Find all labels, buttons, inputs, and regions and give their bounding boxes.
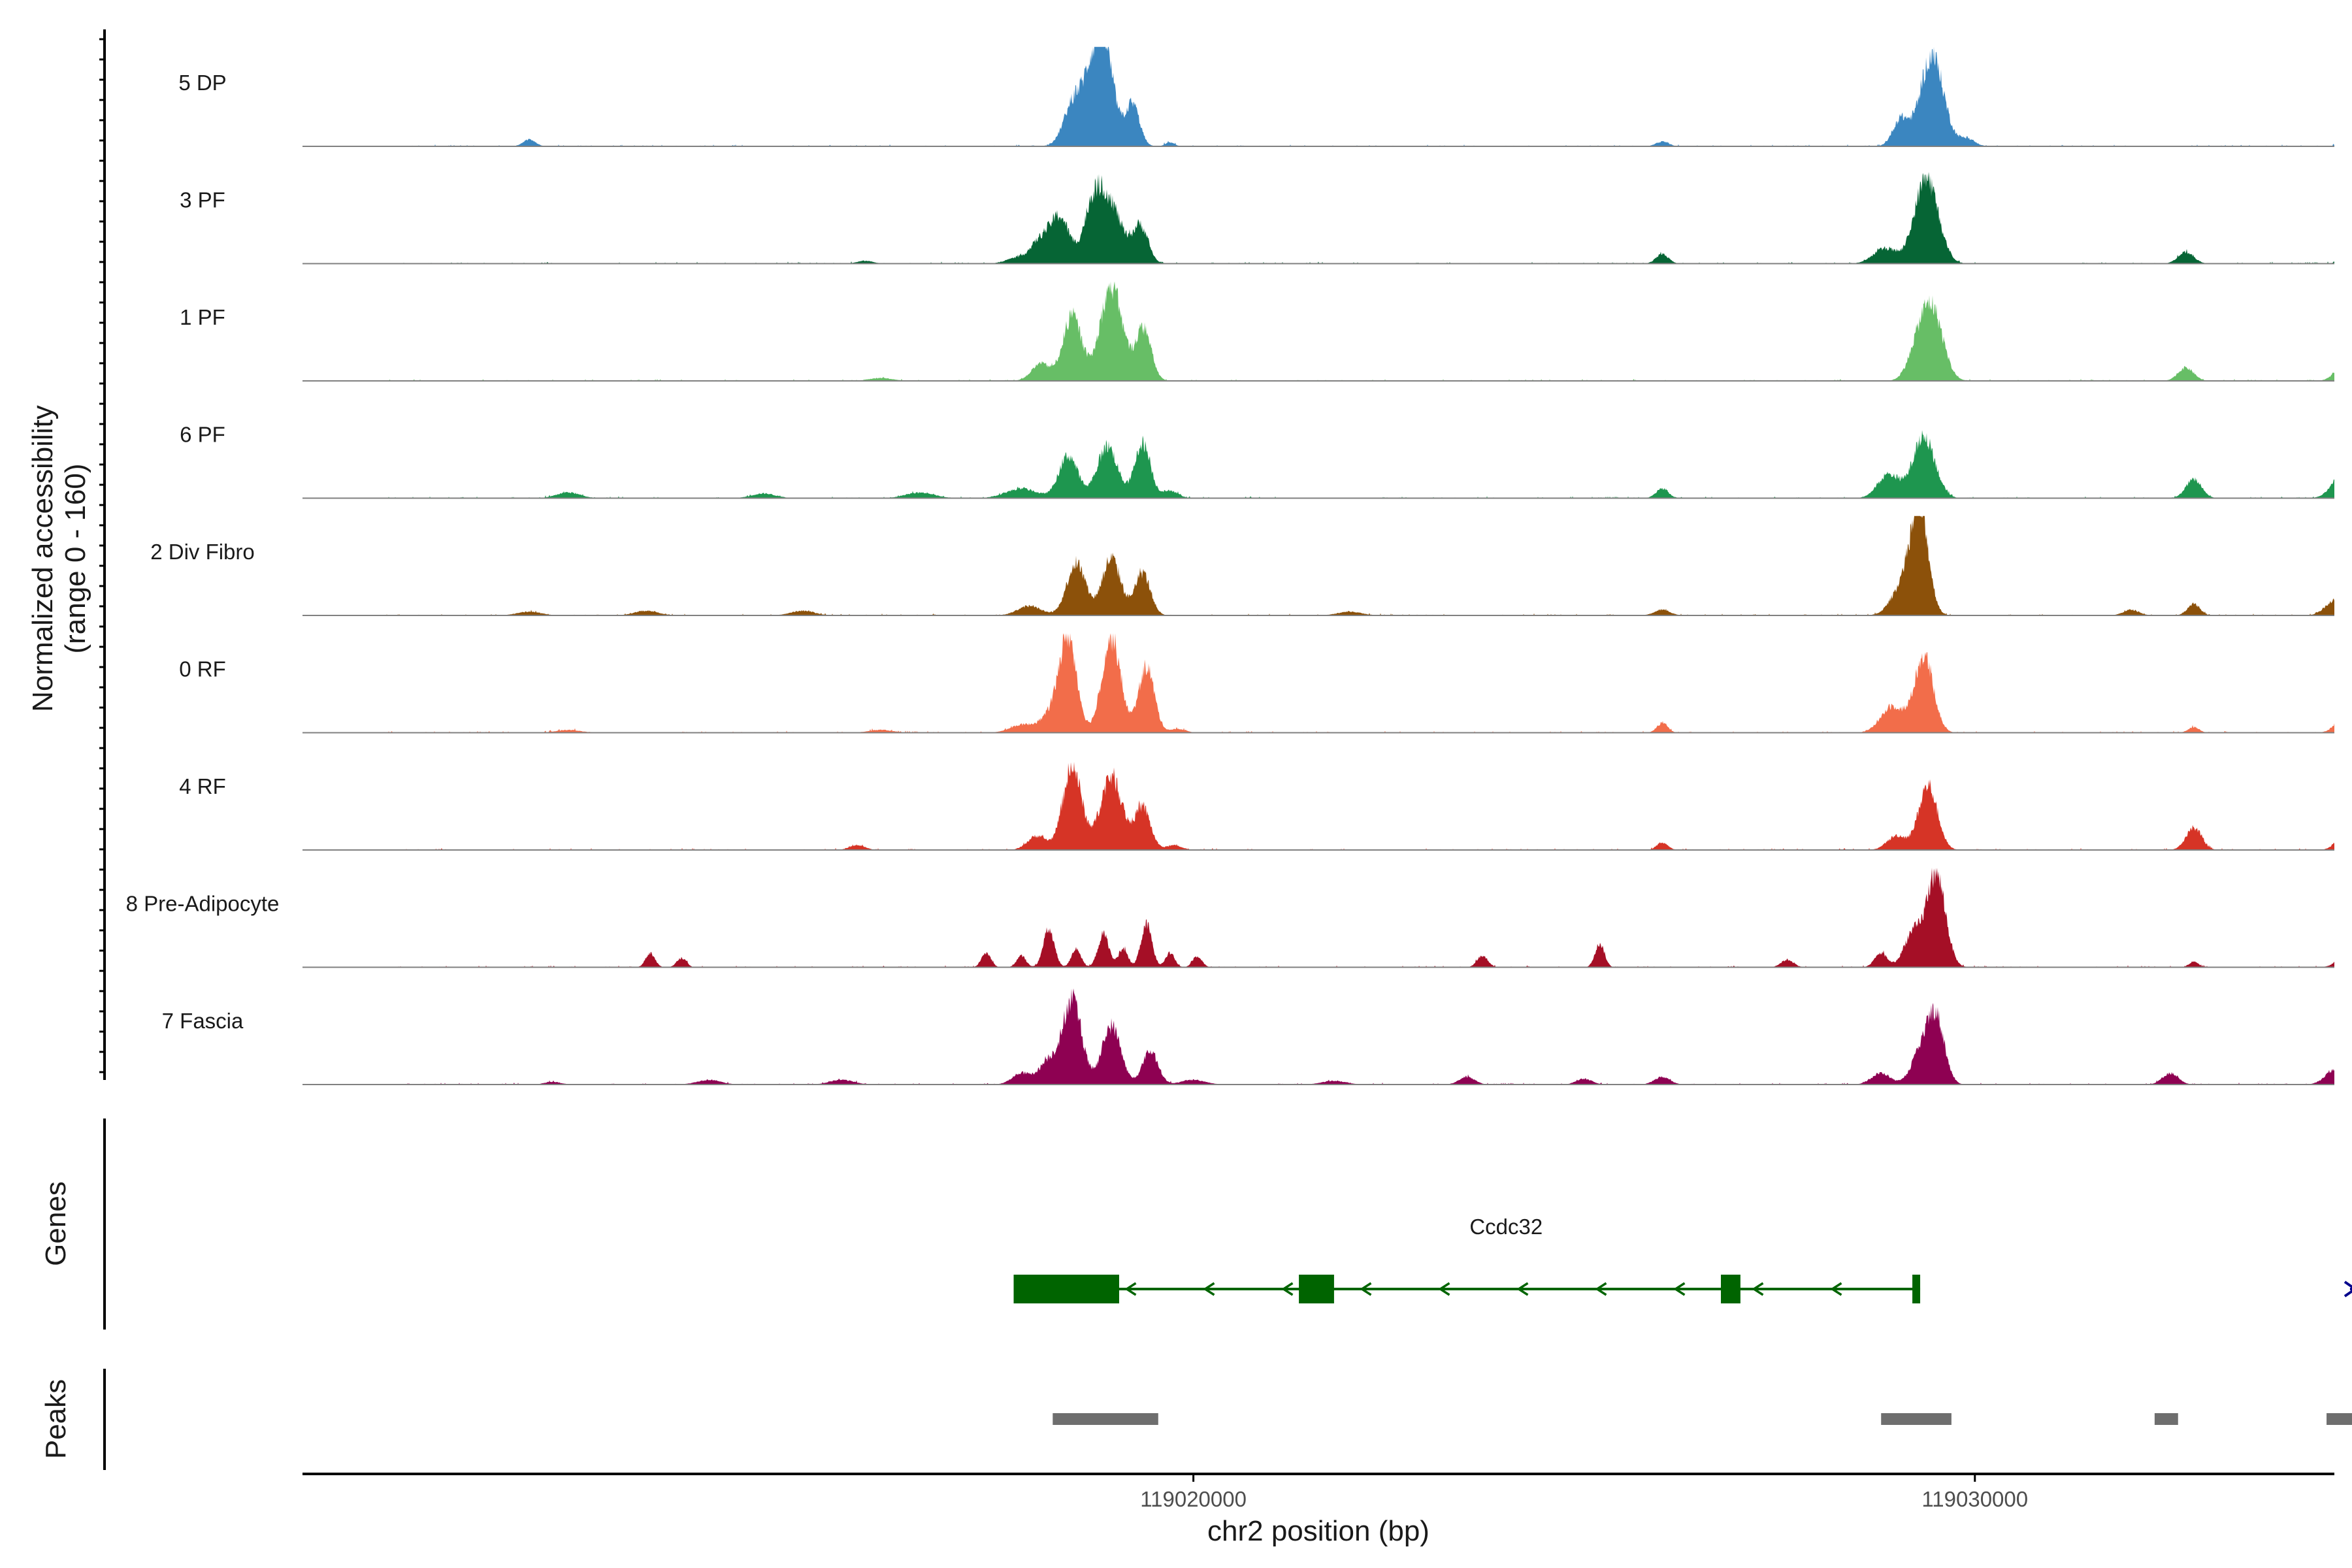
coverage-y-axis — [99, 29, 106, 1080]
strand-arrow — [1360, 1282, 1372, 1296]
track-label: 0 RF — [179, 657, 226, 681]
coverage-area — [302, 988, 2334, 1085]
coverage-area — [302, 46, 2334, 146]
peak-bar — [2327, 1413, 2352, 1425]
coverage-track: 0 RF — [179, 633, 2334, 734]
strand-arrow — [1124, 1282, 1137, 1296]
coverage-area — [302, 868, 2334, 968]
x-axis-ticks: 119020000 119030000 — [1140, 1474, 2028, 1511]
strand-arrow — [1752, 1282, 1764, 1296]
track-label: 5 DP — [178, 71, 226, 95]
x-tick-label: 119020000 — [1140, 1487, 1247, 1511]
coverage-area — [302, 172, 2334, 264]
peak-bar — [2154, 1413, 2178, 1425]
track-label: 6 PF — [180, 423, 225, 447]
coverage-track: 7 Fascia — [162, 988, 2334, 1085]
strand-arrow — [1281, 1282, 1294, 1296]
coverage-track: 6 PF — [180, 423, 2334, 499]
gene-exon — [1299, 1275, 1334, 1303]
track-label: 4 RF — [179, 774, 226, 798]
coverage-area — [302, 633, 2334, 733]
strand-arrow — [1830, 1282, 1842, 1296]
peaks-track-label: Peaks — [40, 1379, 72, 1459]
track-label: 7 Fascia — [162, 1009, 244, 1033]
coverage-track: 2 Div Fibro — [150, 515, 2334, 616]
x-axis-label: chr2 position (bp) — [1207, 1515, 1429, 1547]
coverage-track: 8 Pre-Adipocyte — [126, 868, 2334, 968]
peaks-track — [1053, 1413, 2352, 1425]
track-label: 2 Div Fibro — [150, 540, 255, 564]
coverage-area — [302, 515, 2334, 615]
gene-exon — [1721, 1275, 1740, 1303]
coverage-track: 1 PF — [180, 281, 2334, 382]
track-label: 3 PF — [180, 188, 225, 212]
coverage-track: 3 PF — [180, 172, 2334, 265]
coverage-tracks: 5 DP 3 PF 1 PF 6 PF 2 Div Fibro 0 RF 4 RF 8 Pre… — [126, 46, 2334, 1085]
coverage-track: 5 DP — [178, 46, 2334, 147]
gene: Ccdc32 — [1013, 1215, 1921, 1303]
strand-arrow — [2344, 1281, 2352, 1298]
gene-annotation-track: Ccdc32 Rpusd2 — [1013, 1215, 2352, 1303]
coverage-track: 4 RF — [179, 762, 2334, 851]
peak-bar — [1053, 1413, 1158, 1425]
track-label: 1 PF — [180, 305, 225, 329]
strand-arrow — [1516, 1282, 1529, 1296]
x-tick-label: 119030000 — [1921, 1487, 2028, 1511]
gene-exon — [1013, 1275, 1119, 1303]
strand-arrow — [1438, 1282, 1450, 1296]
strand-arrow — [1673, 1282, 1686, 1296]
strand-arrow — [1203, 1282, 1215, 1296]
track-label: 8 Pre-Adipocyte — [126, 892, 280, 916]
y-axis-label: Normalized accessibility — [27, 405, 59, 711]
coverage-area — [302, 281, 2334, 381]
coverage-area — [302, 762, 2334, 850]
gene: Rpusd2 — [2344, 1281, 2352, 1298]
strand-arrow — [1595, 1282, 1607, 1296]
gene-exon — [1912, 1275, 1921, 1303]
genes-track-label: Genes — [40, 1181, 72, 1266]
peak-bar — [1881, 1413, 1952, 1425]
coverage-area — [302, 430, 2334, 498]
gene-name: Ccdc32 — [1469, 1215, 1543, 1239]
coverage-y-axis-ticks — [99, 38, 105, 1073]
y-axis-label-range: (range 0 - 160) — [59, 463, 91, 653]
